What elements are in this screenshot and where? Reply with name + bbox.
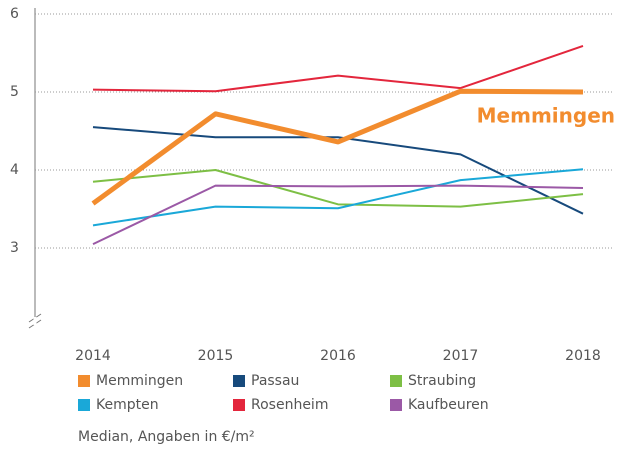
series-line [91, 88, 584, 206]
legend-label: Kempten [96, 397, 159, 413]
x-tick-label: 2016 [320, 348, 356, 364]
x-tick-label: 2015 [198, 348, 234, 364]
series-line [92, 126, 584, 215]
annotation: Memmingen [477, 104, 615, 128]
y-tick-label: 5 [10, 84, 19, 100]
legend-swatch [390, 375, 402, 387]
legend-swatch [233, 375, 245, 387]
x-tick-label: 2014 [75, 348, 111, 364]
legend-label: Passau [251, 373, 299, 389]
legend-swatch [390, 399, 402, 411]
series-line [92, 184, 584, 246]
x-tick-label: 2017 [443, 348, 479, 364]
legend-swatch [78, 399, 90, 411]
y-tick-label: 3 [10, 240, 19, 256]
series-line [92, 168, 584, 227]
y-tick-label: 6 [10, 6, 19, 22]
legend-label: Straubing [408, 373, 476, 389]
legend-label: Rosenheim [251, 397, 328, 413]
legend-swatch [233, 399, 245, 411]
y-tick-label: 4 [10, 162, 19, 178]
caption: Median, Angaben in €/m² [78, 429, 255, 445]
series-line [92, 45, 584, 93]
legend-label: Memmingen [96, 373, 183, 389]
legend-swatch [78, 375, 90, 387]
legend-label: Kaufbeuren [408, 397, 489, 413]
x-tick-label: 2018 [565, 348, 601, 364]
series-line [92, 169, 584, 208]
